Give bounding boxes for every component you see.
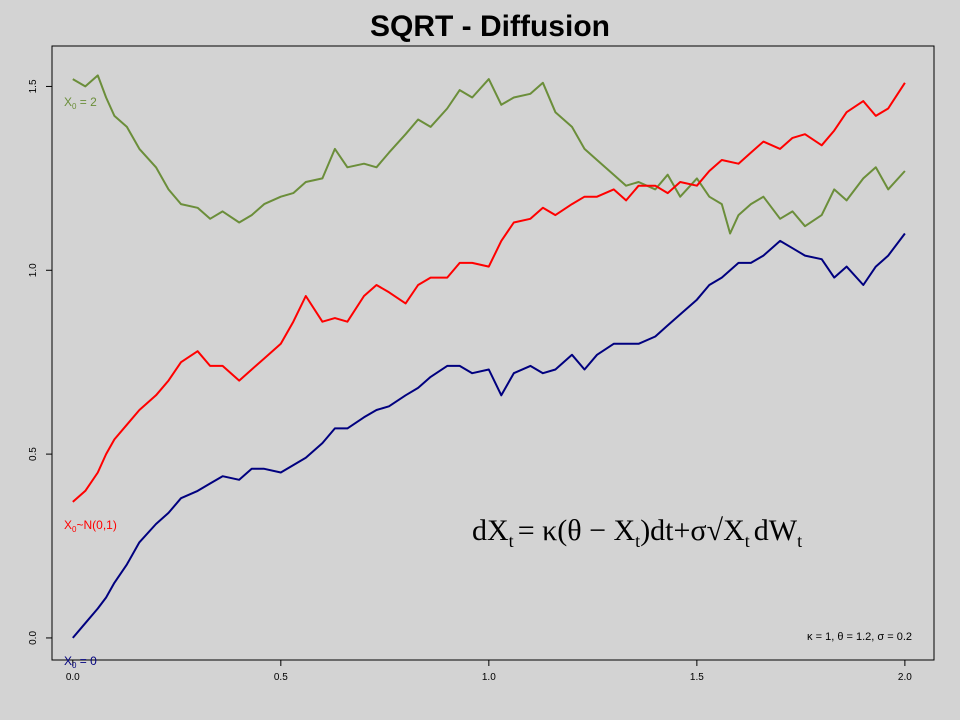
y-tick-label: 0.5 xyxy=(28,447,39,461)
series-label-0: X0 = 2 xyxy=(64,95,97,111)
chart-title: SQRT - Diffusion xyxy=(370,10,610,43)
series-label-rest: ~N(0,1) xyxy=(76,518,116,532)
y-tick-label: 1.0 xyxy=(28,263,39,277)
series-label-sub: 0 xyxy=(72,525,77,534)
y-tick-label: 0.0 xyxy=(28,631,39,645)
series-label-main: X xyxy=(64,518,72,532)
x-tick-label: 2.0 xyxy=(898,672,912,683)
series-labels: X0 = 2X0~N(0,1)X0 = 0 xyxy=(64,95,117,670)
equation-lhs: dX xyxy=(472,514,509,547)
equation-rhs-b-sub: t xyxy=(745,531,750,551)
x-tick-label: 0.0 xyxy=(66,672,80,683)
equation-rhs-c: dW xyxy=(754,514,798,547)
series-group xyxy=(72,74,906,639)
series-line-2 xyxy=(72,232,906,639)
series-line-1 xyxy=(72,82,906,503)
x-tick-label: 1.0 xyxy=(482,672,496,683)
y-axis: 0.0 0.5 1.0 1.5 xyxy=(28,79,52,645)
series-label-rest: = 0 xyxy=(76,654,97,668)
series-label-sub: 0 xyxy=(72,102,77,111)
plot-frame xyxy=(51,45,935,661)
series-label-1: X0~N(0,1) xyxy=(64,518,117,534)
y-tick-label: 1.5 xyxy=(28,79,39,93)
parameter-text: κ = 1, θ = 1.2, σ = 0.2 xyxy=(807,631,912,643)
x-axis: 0.0 0.5 1.0 1.5 2.0 xyxy=(66,660,912,683)
series-label-2: X0 = 0 xyxy=(64,654,97,670)
equation-lhs-sub: t xyxy=(509,531,514,551)
equation: dXt = κ(θ − Xt)dt+σ√Xt dWt xyxy=(472,514,802,551)
series-line-0 xyxy=(72,74,906,235)
equation-rhs-b: )dt+σ√X xyxy=(640,514,745,547)
equation-rhs-a-sub: t xyxy=(635,531,640,551)
x-tick-label: 0.5 xyxy=(274,672,288,683)
equation-rhs-a: = κ(θ − X xyxy=(518,514,636,547)
series-label-main: X xyxy=(64,95,72,109)
equation-rhs-c-sub: t xyxy=(797,531,802,551)
series-label-main: X xyxy=(64,654,72,668)
x-tick-label: 1.5 xyxy=(690,672,704,683)
series-label-rest: = 2 xyxy=(76,95,97,109)
series-label-sub: 0 xyxy=(72,661,77,670)
